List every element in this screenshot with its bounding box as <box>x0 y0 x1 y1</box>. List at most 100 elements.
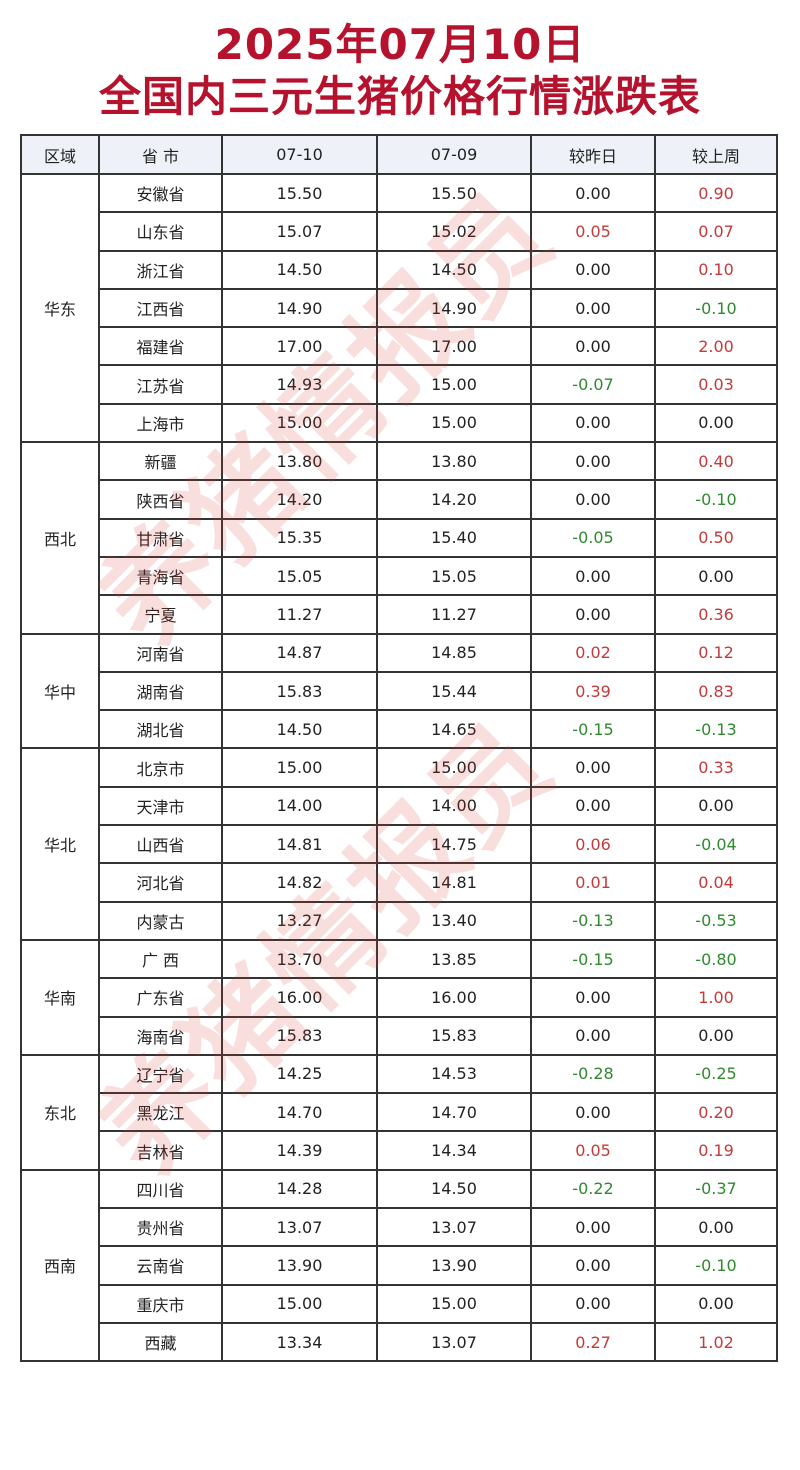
price-yesterday-cell: 14.85 <box>376 632 532 673</box>
province-cell: 湖北省 <box>98 709 223 750</box>
province-cell: 河南省 <box>98 632 223 673</box>
province-cell: 天津市 <box>98 785 223 827</box>
province-cell: 西藏 <box>98 1321 223 1363</box>
header-today: 07-10 <box>221 134 378 175</box>
change-week-cell: -0.80 <box>654 938 778 980</box>
price-yesterday-cell: 13.80 <box>376 441 532 482</box>
header-province: 省 市 <box>98 134 223 175</box>
province-cell: 福建省 <box>98 326 223 367</box>
change-day-cell: -0.15 <box>530 938 656 980</box>
province-cell: 山东省 <box>98 211 223 252</box>
price-today-cell: 16.00 <box>221 977 378 1018</box>
change-day-cell: 0.06 <box>530 824 656 865</box>
price-yesterday-cell: 15.40 <box>376 517 532 558</box>
change-week-cell: 2.00 <box>654 326 778 367</box>
price-yesterday-cell: 14.90 <box>376 287 532 329</box>
price-yesterday-cell: 15.00 <box>376 1283 532 1324</box>
table-row: 华北 北京市 15.00 15.00 0.00 0.33 <box>20 747 778 941</box>
price-table: 区域 省 市 07-10 07-09 较昨日 较上周 华东 安徽省 15.50 15.… <box>20 134 778 1363</box>
price-today-cell: 14.50 <box>221 249 378 290</box>
table-row: 广东省 16.00 16.00 0.00 1.00 <box>21 977 778 1018</box>
change-day-cell: 0.00 <box>530 326 656 367</box>
price-today-cell: 14.87 <box>221 632 378 673</box>
change-day-cell: 0.27 <box>530 1321 656 1363</box>
region-cell: 西北 <box>20 441 100 635</box>
change-week-cell: -0.10 <box>654 1245 778 1286</box>
table-row: 江苏省 14.93 15.00 -0.07 0.03 <box>21 364 778 405</box>
change-day-cell: 0.00 <box>530 249 656 290</box>
table-row: 华南广 西 13.70 13.85 -0.15 -0.80 <box>20 938 778 1056</box>
change-day-cell: 0.00 <box>530 594 656 635</box>
price-today-cell: 15.83 <box>221 1015 378 1056</box>
change-week-cell: 0.36 <box>654 594 778 635</box>
table-row: 吉林省 14.39 14.34 0.05 0.19 <box>21 1130 778 1171</box>
change-day-cell: -0.28 <box>530 1053 656 1095</box>
header-region: 区域 <box>20 134 100 175</box>
province-cell: 广东省 <box>98 977 223 1018</box>
table-header-row: 区域 省 市 07-10 07-09 较昨日 较上周 <box>20 134 778 175</box>
price-today-cell: 14.25 <box>221 1053 378 1095</box>
price-yesterday-cell: 16.00 <box>376 977 532 1018</box>
change-day-cell: -0.22 <box>530 1168 656 1210</box>
change-week-cell: 0.10 <box>654 249 778 290</box>
change-day-cell: 0.00 <box>530 172 656 214</box>
region-cell: 西南 <box>20 1168 100 1363</box>
price-yesterday-cell: 14.50 <box>376 249 532 290</box>
price-yesterday-cell: 13.90 <box>376 1245 532 1286</box>
price-yesterday-cell: 11.27 <box>376 594 532 635</box>
price-yesterday-cell: 14.65 <box>376 709 532 750</box>
price-today-cell: 15.05 <box>221 555 378 597</box>
province-cell: 内蒙古 <box>98 900 223 941</box>
province-cell: 安徽省 <box>98 172 223 214</box>
change-week-cell: 0.00 <box>654 785 778 827</box>
price-yesterday-cell: 17.00 <box>376 326 532 367</box>
change-week-cell: -0.10 <box>654 479 778 520</box>
province-cell: 浙江省 <box>98 249 223 290</box>
change-day-cell: 0.00 <box>530 1283 656 1324</box>
table-row: 甘肃省 15.35 15.40 -0.05 0.50 <box>21 517 778 558</box>
price-today-cell: 14.39 <box>221 1130 378 1171</box>
change-week-cell: 0.20 <box>654 1092 778 1133</box>
province-cell: 黑龙江 <box>98 1092 223 1133</box>
price-yesterday-cell: 14.00 <box>376 785 532 827</box>
table-row: 湖南省 15.83 15.44 0.39 0.83 <box>21 670 778 712</box>
change-week-cell: -0.13 <box>654 709 778 750</box>
price-yesterday-cell: 14.53 <box>376 1053 532 1095</box>
change-day-cell: 0.05 <box>530 1130 656 1171</box>
price-today-cell: 14.82 <box>221 862 378 903</box>
change-day-cell: 0.00 <box>530 977 656 1018</box>
table-row: 山西省 14.81 14.75 0.06 -0.04 <box>21 824 778 865</box>
change-day-cell: 0.00 <box>530 1245 656 1286</box>
province-cell: 广 西 <box>98 938 223 980</box>
price-yesterday-cell: 14.70 <box>376 1092 532 1133</box>
price-yesterday-cell: 14.75 <box>376 824 532 865</box>
price-today-cell: 13.27 <box>221 900 378 941</box>
change-day-cell: 0.00 <box>530 402 656 444</box>
region-cell: 东北 <box>20 1053 100 1171</box>
price-yesterday-cell: 14.81 <box>376 862 532 903</box>
table-row: 华东 安徽省 15.50 15.50 0.00 0.90 <box>20 172 778 444</box>
change-day-cell: -0.07 <box>530 364 656 405</box>
province-cell: 河北省 <box>98 862 223 903</box>
province-cell: 吉林省 <box>98 1130 223 1171</box>
table-row: 福建省 17.00 17.00 0.00 2.00 <box>21 326 778 367</box>
change-day-cell: -0.15 <box>530 709 656 750</box>
table-row: 贵州省 13.07 13.07 0.00 0.00 <box>21 1207 778 1248</box>
change-day-cell: 0.00 <box>530 1092 656 1133</box>
table-row: 东北 辽宁省 14.25 14.53 -0.28 -0.25 <box>20 1053 778 1171</box>
price-yesterday-cell: 13.40 <box>376 900 532 941</box>
table-row: 西南 四川省 14.28 14.50 -0.22 -0.37 <box>20 1168 778 1363</box>
change-day-cell: 0.00 <box>530 1015 656 1056</box>
province-cell: 青海省 <box>98 555 223 597</box>
price-today-cell: 15.00 <box>221 1283 378 1324</box>
price-today-cell: 14.28 <box>221 1168 378 1210</box>
price-yesterday-cell: 13.07 <box>376 1207 532 1248</box>
table-body: 华东 安徽省 15.50 15.50 0.00 0.90 山东省 15.07 15.02 0.05… <box>20 172 778 1363</box>
table-row: 华中 河南省 14.87 14.85 0.02 0.12 <box>20 632 778 750</box>
province-cell: 四川省 <box>98 1168 223 1210</box>
change-day-cell: 0.00 <box>530 287 656 329</box>
price-yesterday-cell: 15.83 <box>376 1015 532 1056</box>
price-yesterday-cell: 15.02 <box>376 211 532 252</box>
price-today-cell: 14.20 <box>221 479 378 520</box>
table-row: 江西省 14.90 14.90 0.00 -0.10 <box>21 287 778 329</box>
